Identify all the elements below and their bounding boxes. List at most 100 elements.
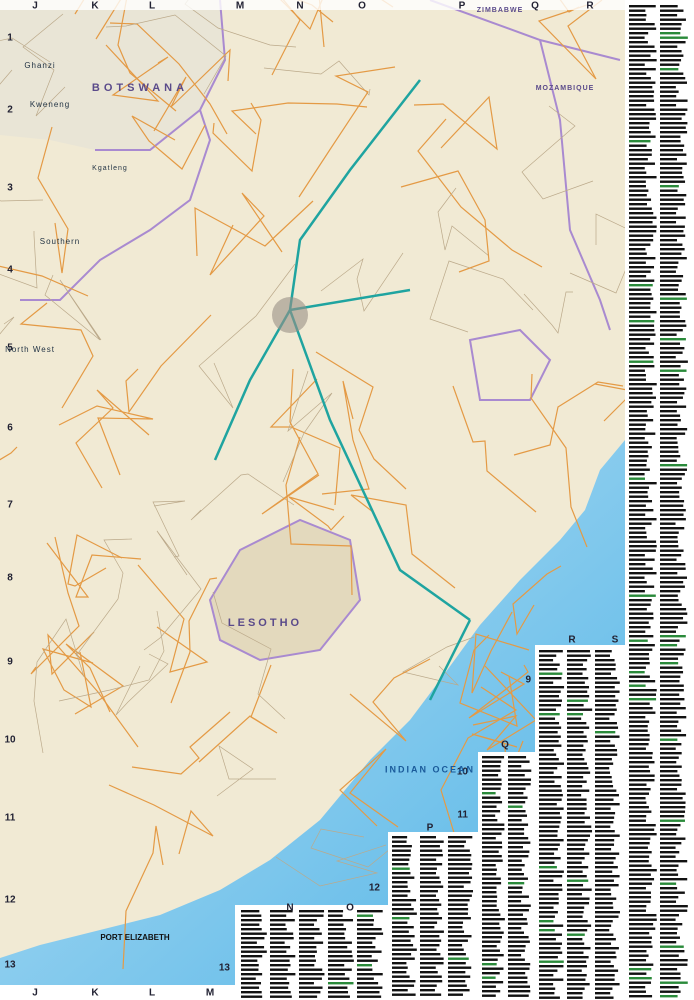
index-entry (660, 797, 683, 800)
road (194, 200, 314, 257)
index-entry (508, 985, 531, 988)
index-entry (629, 855, 650, 858)
index-entry (595, 942, 612, 945)
index-entry (241, 910, 260, 913)
index-entry (660, 500, 685, 503)
index-entry (482, 913, 501, 916)
index-entry (595, 776, 612, 779)
index-entry (660, 540, 678, 543)
index-entry (660, 23, 682, 26)
index-entry (508, 783, 531, 786)
index-entry (539, 708, 556, 711)
index-entry (482, 949, 500, 952)
place-label: Ghanzi (24, 61, 55, 70)
index-entry (420, 948, 437, 951)
index-entry (629, 846, 648, 849)
index-entry (660, 801, 686, 804)
index-entry (299, 982, 314, 985)
index-entry (567, 974, 587, 977)
index-entry (567, 776, 584, 779)
index-entry (660, 374, 679, 377)
index-entry (392, 849, 411, 852)
index-entry (508, 837, 529, 840)
index-entry (539, 758, 559, 761)
index-entry (660, 90, 679, 93)
index-entry (660, 95, 677, 98)
index-entry (270, 932, 294, 935)
index-entry (567, 686, 590, 689)
index-entry (629, 383, 657, 386)
index-entry (567, 834, 591, 837)
index-entry (448, 885, 464, 888)
index-entry (508, 904, 531, 907)
index-entry (392, 908, 414, 911)
index-entry (448, 867, 472, 870)
index-entry (567, 740, 588, 743)
index-entry (299, 986, 323, 989)
index-entry (660, 342, 681, 345)
index-entry (595, 870, 613, 873)
road (109, 22, 228, 135)
index-entry (595, 794, 619, 797)
index-entry (660, 846, 676, 849)
index-entry (660, 468, 687, 471)
index-entry (567, 695, 590, 698)
index-entry (508, 823, 529, 826)
index-entry (539, 668, 558, 671)
index-entry (629, 284, 653, 287)
road (131, 115, 206, 170)
index-entry (567, 965, 588, 968)
index-entry (660, 486, 682, 489)
index-entry (595, 821, 614, 824)
index-entry (660, 878, 688, 881)
index-entry (567, 650, 590, 653)
index-entry (595, 690, 620, 693)
index-entry (241, 919, 262, 922)
index-entry (508, 972, 526, 975)
index-entry (660, 203, 686, 206)
index-entry (660, 783, 682, 786)
index-entry (567, 816, 590, 819)
index-entry (660, 216, 686, 219)
index-entry (420, 962, 444, 965)
index-entry (241, 923, 260, 926)
index-entry (660, 914, 679, 917)
index-entry (660, 743, 682, 746)
index-entry (629, 968, 652, 971)
index-entry (508, 940, 530, 943)
index-entry (660, 495, 680, 498)
index-entry (567, 897, 590, 900)
index-entry (629, 9, 646, 12)
index-entry (660, 270, 676, 273)
index-entry (660, 792, 686, 795)
index-entry (660, 747, 676, 750)
index-entry (660, 612, 688, 615)
index-entry (508, 868, 522, 871)
index-entry (629, 491, 648, 494)
index-entry (595, 744, 615, 747)
index-entry (629, 522, 652, 525)
index-entry (660, 207, 678, 210)
index-entry (595, 947, 619, 950)
index-entry (420, 899, 440, 902)
city-area (272, 297, 308, 333)
road (350, 494, 456, 589)
index-entry (660, 239, 678, 242)
index-entry (567, 861, 582, 864)
index-entry (567, 744, 584, 747)
index-entry (508, 949, 525, 952)
index-entry (357, 959, 378, 962)
index-entry (595, 906, 614, 909)
index-entry (508, 877, 528, 880)
index-entry (482, 963, 497, 966)
index-entry (629, 644, 655, 647)
index-entry (629, 306, 651, 309)
index-entry (448, 876, 473, 879)
index-entry (660, 135, 681, 138)
index-entry (448, 966, 472, 969)
index-entry (629, 549, 656, 552)
place-label: BOTSWANA (92, 82, 188, 94)
index-entry (270, 995, 292, 998)
index-entry (539, 969, 558, 972)
index-entry (660, 576, 687, 579)
